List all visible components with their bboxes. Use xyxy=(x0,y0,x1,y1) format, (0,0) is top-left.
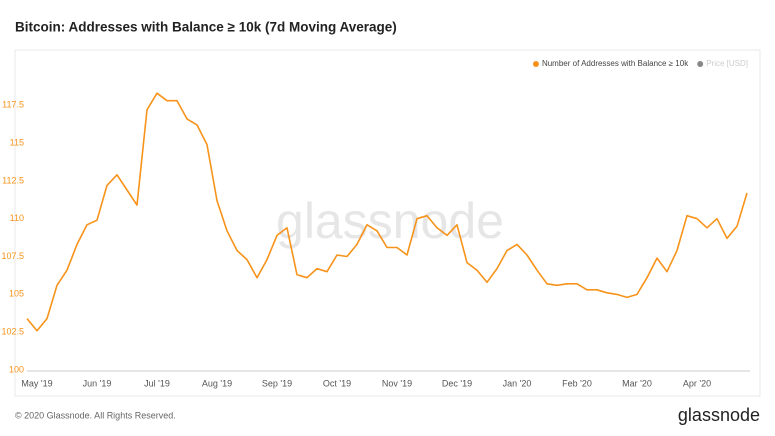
y-tick-label: 115 xyxy=(10,137,24,147)
legend-label[interactable]: Number of Addresses with Balance ≥ 10k xyxy=(542,59,689,68)
series-line xyxy=(26,92,748,332)
y-tick-label: 102.5 xyxy=(1,327,24,337)
x-tick-label: Mar '20 xyxy=(622,378,652,388)
legend-marker[interactable] xyxy=(697,61,704,67)
legend-marker[interactable] xyxy=(532,61,539,67)
y-tick-label: 110 xyxy=(10,213,24,223)
y-tick-label: 107.5 xyxy=(1,251,24,261)
x-tick-label: Feb '20 xyxy=(562,378,592,388)
x-tick-label: Aug '19 xyxy=(202,378,232,388)
chart-title: Bitcoin: Addresses with Balance ≥ 10k (7… xyxy=(15,20,397,35)
legend-label[interactable]: Price [USD] xyxy=(706,59,748,68)
y-tick-label: 105 xyxy=(9,289,24,299)
brand-logo: glassnode xyxy=(678,405,760,425)
x-tick-label: Jan '20 xyxy=(503,378,532,388)
x-tick-label: May '19 xyxy=(21,378,52,388)
y-tick-label: 100 xyxy=(9,364,24,374)
copyright: © 2020 Glassnode. All Rights Reserved. xyxy=(15,410,176,420)
x-tick-label: Nov '19 xyxy=(382,378,412,388)
x-tick-label: Jun '19 xyxy=(83,378,112,388)
x-tick-label: Apr '20 xyxy=(683,378,711,388)
x-tick-label: Sep '19 xyxy=(262,378,292,388)
x-tick-label: Dec '19 xyxy=(442,378,472,388)
watermark: glassnode xyxy=(276,193,504,249)
y-tick-label: 112.5 xyxy=(2,175,24,185)
chart-panel xyxy=(14,49,761,397)
x-tick-label: Oct '19 xyxy=(323,378,351,388)
x-tick-label: Jul '19 xyxy=(144,378,170,388)
y-tick-label: 117.5 xyxy=(2,100,24,110)
